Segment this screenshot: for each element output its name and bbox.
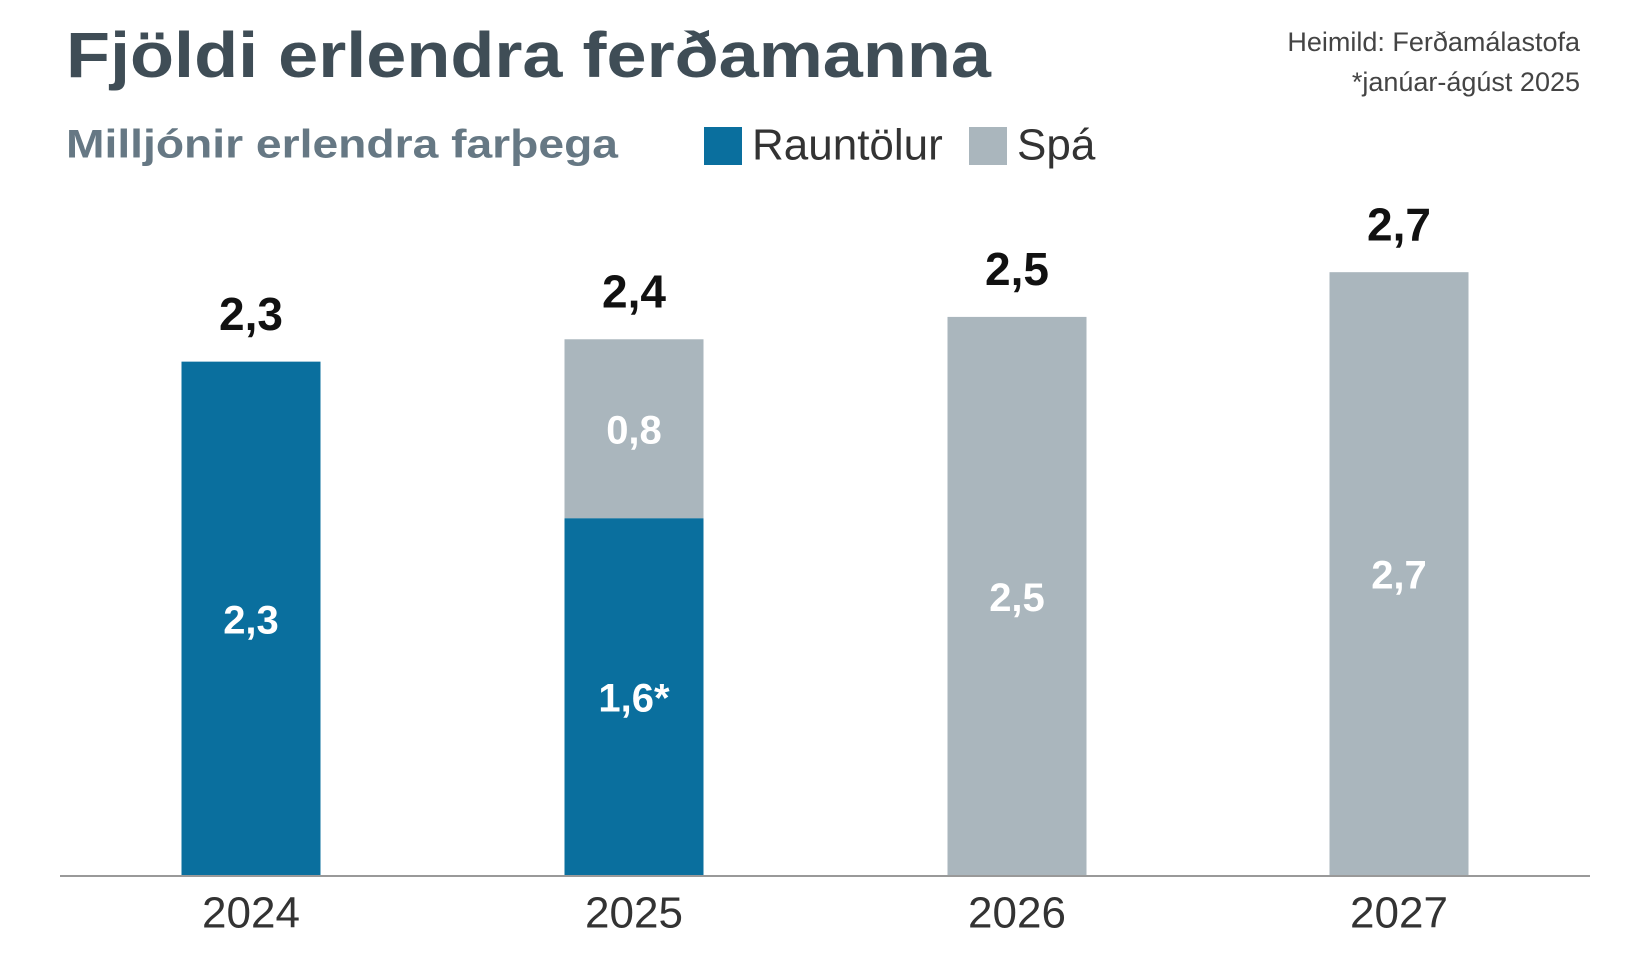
chart-subtitle: Milljónir erlendra farþega xyxy=(66,123,619,167)
x-tick-label: 2027 xyxy=(1350,889,1448,938)
total-label: 2,4 xyxy=(602,265,666,317)
bar-segment xyxy=(181,361,321,876)
legend-label: Rauntölur xyxy=(752,121,943,170)
bar-value-label: 2,3 xyxy=(223,598,279,642)
bar-value-label: 2,7 xyxy=(1371,554,1427,598)
note: *janúar-ágúst 2025 xyxy=(1352,67,1580,97)
x-tick-label: 2026 xyxy=(968,889,1066,938)
legend-label: Spá xyxy=(1017,121,1096,170)
bar-segment xyxy=(947,316,1087,877)
bar-segment xyxy=(1329,272,1469,876)
bar-value-label: 1,6* xyxy=(598,677,670,721)
legend-swatch xyxy=(969,127,1007,165)
bar-value-label: 2,5 xyxy=(989,576,1045,620)
legend-swatch xyxy=(704,127,742,165)
x-tick-label: 2025 xyxy=(585,889,683,938)
x-tick-label: 2024 xyxy=(202,889,300,938)
bar-segment xyxy=(564,339,704,519)
chart-title: Fjöldi erlendra ferðamanna xyxy=(66,19,991,91)
bar-value-label: 0,8 xyxy=(606,408,662,452)
total-label: 2,7 xyxy=(1367,198,1431,250)
total-label: 2,3 xyxy=(219,288,283,340)
source: Heimild: Ferðamálastofa xyxy=(1287,27,1581,57)
total-label: 2,5 xyxy=(985,243,1049,295)
bar-segment xyxy=(564,518,704,876)
